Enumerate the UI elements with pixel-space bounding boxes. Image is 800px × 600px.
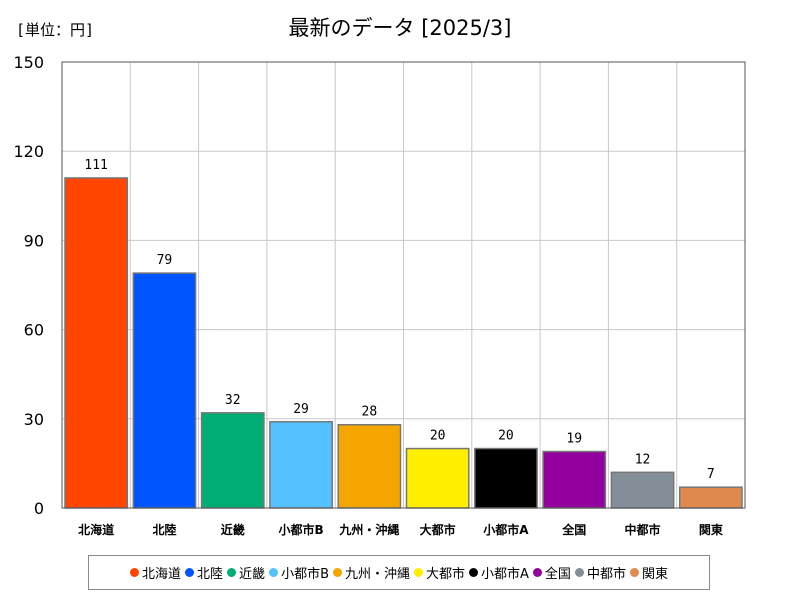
legend-marker [574,568,584,577]
legend-item: 大都市 [414,563,465,582]
x-tick-label: 大都市 [420,522,456,537]
legend-marker [469,568,479,577]
x-axis: 北海道 北陸 近畿 小都市B 九州・沖縄 大都市 小都市A 全国 中都市 関東 [78,522,723,537]
legend-item: 北陸 [185,563,223,582]
legend-item: 九州・沖縄 [332,563,410,582]
bar-3 [200,412,265,509]
legend-label: 九州・沖縄 [344,567,410,582]
x-tick-label: 九州・沖縄 [338,522,399,537]
bar-4 [269,421,333,509]
bar-9 [610,471,675,509]
legend-item: 関東 [629,563,668,582]
data-label: 79 [157,253,173,268]
x-tick-label: 北海道 [78,522,114,537]
legend-label: 小都市A [481,567,529,582]
data-label: 20 [498,429,514,444]
legend-marker [227,568,237,577]
y-tick-label: 120 [13,142,44,161]
data-label: 19 [566,432,582,447]
legend-marker [532,568,542,577]
legend-marker [185,568,195,577]
y-tick-label: 30 [24,410,44,429]
legend-item: 北海道 [130,563,181,582]
legend-marker [629,568,639,577]
legend-item: 中都市 [574,563,626,582]
legend-item: 近畿 [227,563,265,582]
legend-item: 小都市A [469,563,529,582]
legend: 北海道 北陸 近畿 小都市B 九州・沖縄 大都市 小都市A 全国 中都市 関東 [88,555,710,590]
legend-marker [332,568,342,577]
x-tick-label: 全国 [561,522,586,537]
legend-label: 北陸 [197,567,224,582]
legend-label: 近畿 [239,567,266,582]
chart-title: 最新のデータ [2025/3] [288,16,512,40]
bar-6 [405,447,470,509]
legend-marker [414,568,423,577]
legend-label: 中都市 [586,567,626,582]
bar-7 [474,447,538,509]
x-tick-label: 小都市B [278,522,323,537]
y-tick-label: 60 [24,321,44,340]
x-tick-label: 中都市 [625,522,661,537]
data-label: 12 [635,452,651,467]
x-tick-label: 関東 [699,522,723,537]
data-label: 20 [430,429,446,444]
legend-marker [130,568,140,577]
y-tick-label: 90 [24,231,44,250]
legend-label: 全国 [544,567,571,582]
legend-item: 全国 [532,563,571,582]
x-tick-label: 近畿 [221,522,245,537]
y-tick-label: 0 [34,499,44,518]
bar-2 [132,272,197,509]
bar-5 [337,423,402,509]
x-tick-label: 小都市A [483,522,529,537]
y-tick-label: 150 [13,53,44,72]
unit-label: [単位：円] [16,21,95,39]
bar-8 [542,450,607,509]
legend-label: 小都市B [281,567,329,582]
legend-item: 小都市B [269,563,329,582]
data-label: 28 [362,405,378,420]
legend-marker [269,568,279,577]
data-label: 29 [293,402,309,417]
legend-label: 大都市 [426,567,466,582]
bar-chart: 111 79 32 29 28 20 20 19 12 7 0 30 60 90 120 150 北海道 北陸… [13,53,746,537]
bars [64,177,743,509]
bar-1 [64,177,129,509]
plot-frame [61,61,746,509]
bar-10 [678,486,743,509]
data-label: 32 [225,393,241,408]
y-axis: 0 30 60 90 120 150 [13,53,44,518]
data-label: 111 [84,158,107,173]
data-label: 7 [707,467,715,482]
data-labels: 111 79 32 29 28 20 20 19 12 7 [84,158,714,482]
x-tick-label: 北陸 [152,522,176,537]
legend-label: 関東 [641,567,668,582]
legend-label: 北海道 [142,567,182,582]
